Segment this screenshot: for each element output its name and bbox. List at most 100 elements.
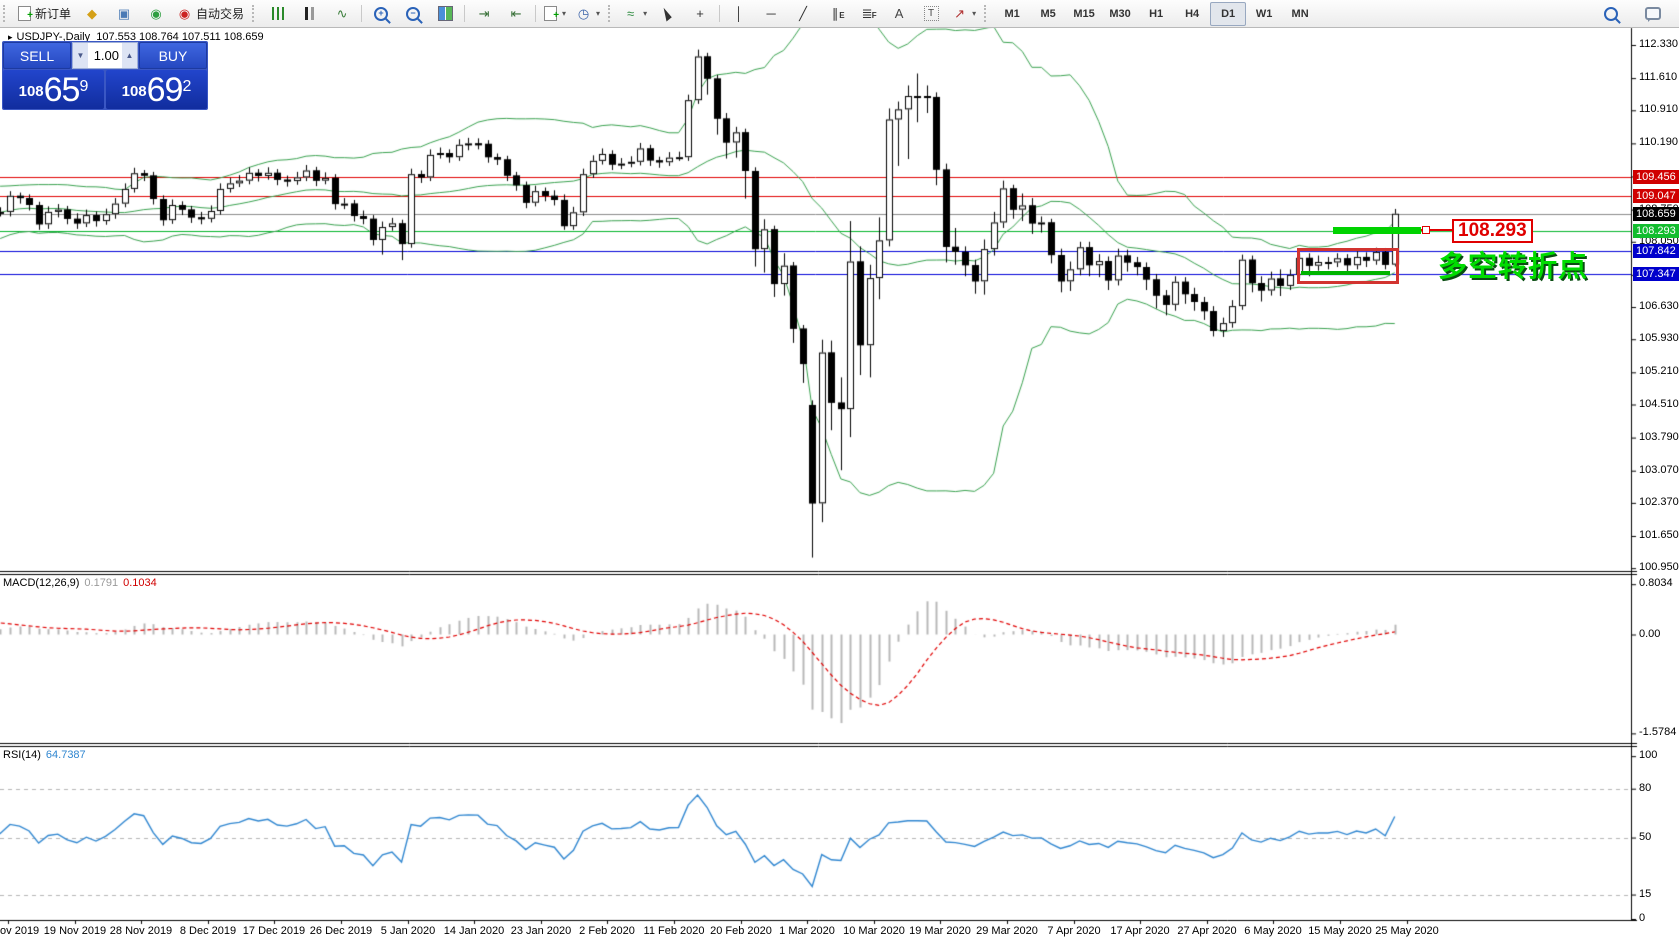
profiles-button[interactable]: ◷ ▾ (571, 2, 605, 26)
new-chart-button[interactable]: + ▾ (539, 2, 571, 26)
axis-tick-label: 0.8034 (1639, 577, 1673, 590)
search-icon (1604, 6, 1618, 21)
pane-splitter[interactable] (0, 569, 1631, 575)
volume-decrease-button[interactable]: ▼ (73, 43, 88, 68)
buy-price-prefix: 108 (121, 83, 147, 100)
chart-symbol-period: USDJPY-,Daily (16, 31, 91, 43)
toolbar: + 新订单 ◆ ▣ ◉ ◉ 自动交易 ∿ + − ⇥ ⇤ + ▾ ◷ ▾ ≈ ▾ + │ ─ ╱ ∥ E ≣ F A T ↗ ▾ M1 M5 M… (0, 0, 1679, 28)
tf-d1[interactable]: D1 (1210, 1, 1247, 26)
tf-h4[interactable]: H4 (1185, 7, 1200, 20)
navigator-button[interactable]: ▣ (108, 2, 140, 26)
chevron-down-icon: ▾ (596, 9, 601, 18)
sell-price[interactable]: 108 65 9 (3, 70, 104, 109)
chart-title: ▸ USDJPY-,Daily 107.553 108.764 107.511 1… (8, 31, 264, 43)
bid-price-tag[interactable]: 108.659 (1633, 207, 1679, 221)
chevron-down-icon: ▾ (643, 9, 648, 18)
date-tick-label: 7 Apr 2020 (1047, 925, 1101, 937)
horizontal-line-button[interactable]: ─ (755, 2, 787, 26)
support-trendline-segment[interactable] (1301, 271, 1390, 275)
zoom-out-button[interactable]: − (397, 2, 429, 26)
crosshair-button[interactable]: + (684, 2, 716, 26)
indicators-icon: ≈ (626, 6, 635, 21)
axis-tick-label: 110.910 (1639, 103, 1678, 116)
tf-m30[interactable]: M30 (1109, 7, 1131, 20)
trendline-icon: ╱ (799, 6, 807, 21)
price-level-tag[interactable]: 107.347 (1633, 267, 1679, 281)
date-tick-label: 25 May 2020 (1375, 925, 1439, 937)
toolbar-grip[interactable] (608, 5, 613, 22)
tf-m1[interactable]: M1 (1004, 7, 1020, 20)
auto-scroll-icon: ⇥ (478, 6, 490, 21)
market-watch-button[interactable]: ◆ (76, 2, 108, 26)
axis-tick-label: 100.950 (1639, 561, 1679, 574)
date-tick-label: 17 Dec 2019 (242, 925, 306, 937)
search-button[interactable] (1595, 2, 1627, 26)
volume-increase-button[interactable]: ▲ (122, 43, 137, 68)
buy-button[interactable]: BUY (139, 42, 207, 69)
line-chart-button[interactable]: ∿ (326, 2, 358, 26)
price-level-tag[interactable]: 107.842 (1633, 244, 1679, 258)
axis-tick-label: 104.510 (1639, 397, 1679, 410)
chat-button[interactable] (1637, 2, 1669, 26)
tf-m15[interactable]: M15 (1073, 7, 1095, 20)
date-tick-label: 6 May 2020 (1244, 925, 1302, 937)
axis-tick-label: 103.790 (1639, 430, 1679, 443)
toolbar-separator (361, 5, 363, 22)
toolbar-grip[interactable] (252, 5, 257, 22)
autotrading-button[interactable]: ◉ 自动交易 (172, 2, 249, 26)
toolbar-separator (719, 5, 721, 22)
tile-windows-icon (437, 6, 453, 21)
text-icon: A (894, 6, 904, 21)
price-level-tag[interactable]: 108.293 (1633, 224, 1679, 238)
consolidation-rectangle[interactable] (1297, 248, 1399, 284)
candlestick-chart-button[interactable] (294, 2, 326, 26)
toolbar-grip[interactable] (3, 5, 8, 22)
arrows-button[interactable]: ↗ ▾ (947, 2, 981, 26)
macd-signal-value: 0.1034 (123, 577, 157, 589)
zoom-in-button[interactable]: + (365, 2, 397, 26)
buy-price[interactable]: 108 69 2 (106, 70, 207, 109)
chart-shift-icon: ⇤ (510, 6, 522, 21)
bull-bear-turning-point-annotation[interactable]: 多空转折点 (1438, 251, 1589, 283)
fibonacci-button[interactable]: ≣ F (851, 2, 883, 26)
tf-m5[interactable]: M5 (1040, 7, 1056, 20)
axis-tick-label: 50 (1639, 830, 1652, 843)
axis-tick-label: 111.610 (1639, 71, 1678, 84)
axis-tick-label: 103.070 (1639, 463, 1679, 476)
axis-tick-label: -1.5784 (1639, 726, 1677, 739)
price-level-tag[interactable]: 109.047 (1633, 189, 1679, 203)
pane-splitter[interactable] (0, 741, 1631, 747)
resistance-trendline-segment[interactable] (1333, 227, 1421, 234)
tf-w1[interactable]: W1 (1255, 7, 1273, 20)
tf-h1[interactable]: H1 (1149, 7, 1164, 20)
chart-shift-button[interactable]: ⇤ (500, 2, 532, 26)
price-level-tag[interactable]: 109.456 (1633, 170, 1679, 184)
signals-button[interactable]: ◉ (140, 2, 172, 26)
toolbar-grip[interactable] (984, 5, 989, 22)
bar-chart-button[interactable] (262, 2, 294, 26)
zoom-out-icon: − (406, 6, 421, 21)
buy-price-pip: 2 (182, 78, 192, 95)
indicators-button[interactable]: ≈ ▾ (618, 2, 652, 26)
tf-mn[interactable]: MN (1291, 7, 1309, 20)
volume-value[interactable]: 1.00 (93, 48, 119, 63)
auto-scroll-button[interactable]: ⇥ (468, 2, 500, 26)
navigator-icon: ▣ (117, 6, 131, 21)
price-callout-label[interactable]: 108.293 (1452, 219, 1533, 243)
vertical-line-button[interactable]: │ (723, 2, 755, 26)
new-order-button[interactable]: + 新订单 (13, 2, 76, 26)
cursor-button[interactable] (652, 2, 684, 26)
channel-button[interactable]: ∥ E (819, 2, 851, 26)
tile-windows-button[interactable] (429, 2, 461, 26)
autotrading-button-label: 自动交易 (196, 7, 245, 21)
trendline-button[interactable]: ╱ (787, 2, 819, 26)
text-label-button[interactable]: T (915, 2, 947, 26)
text-button[interactable]: A (883, 2, 915, 26)
axis-tick-label: 110.190 (1639, 136, 1678, 149)
date-tick-label: 5 Jan 2020 (380, 925, 436, 937)
price-callout-anchor[interactable] (1422, 226, 1430, 234)
sell-button[interactable]: SELL (3, 42, 71, 69)
chart-ohlc-values: 107.553 108.764 107.511 108.659 (96, 31, 264, 43)
